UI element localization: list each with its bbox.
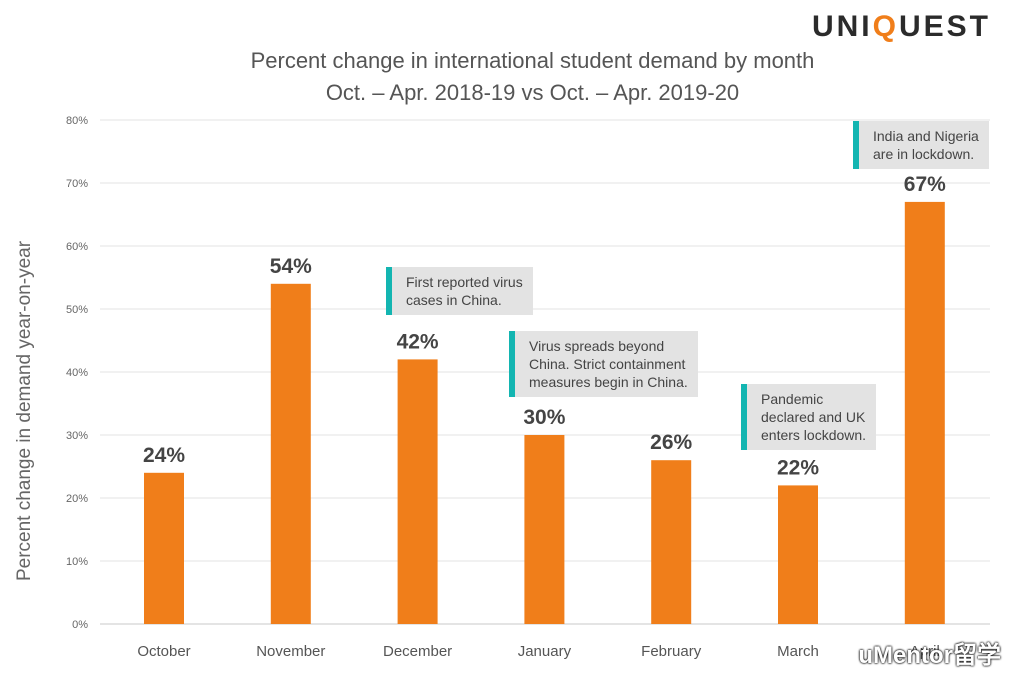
bar	[651, 460, 692, 624]
y-tick-label: 50%	[66, 304, 88, 316]
data-label: 24%	[143, 444, 185, 467]
y-tick-label: 60%	[66, 241, 88, 253]
bar	[144, 472, 184, 624]
bar	[904, 201, 945, 624]
annotation-line: India and Nigeria	[873, 128, 979, 144]
x-tick-label: October	[137, 643, 190, 660]
y-tick-label: 40%	[66, 367, 88, 379]
y-tick-label: 30%	[66, 430, 88, 442]
data-label: 67%	[904, 173, 946, 196]
bar	[270, 283, 311, 624]
x-tick-label: April	[910, 643, 940, 660]
annotation-december: First reported virus cases in China.	[386, 267, 533, 315]
annotation-line: cases in China.	[406, 292, 502, 308]
annotation-line: are in lockdown.	[873, 146, 975, 162]
annotation-line: China. Strict containment	[529, 356, 686, 372]
y-tick-label: 20%	[66, 493, 88, 505]
y-tick-label: 80%	[66, 115, 88, 127]
x-tick-label: March	[777, 643, 819, 660]
data-label: 26%	[650, 431, 692, 454]
watermark: uMentor留学	[858, 642, 1001, 669]
x-tick-label: December	[383, 643, 452, 660]
y-tick-label: 70%	[66, 178, 88, 190]
data-label: 22%	[777, 456, 819, 479]
annotation-line: First reported virus	[406, 274, 523, 290]
chart-title: Percent change in international student …	[250, 48, 815, 73]
annotation-april: India and Nigeria are in lockdown.	[853, 121, 989, 169]
annotation-line: declared and UK	[761, 409, 866, 425]
annotation-line: measures begin in China.	[529, 374, 688, 390]
bar	[778, 485, 818, 624]
annotation-line: Virus spreads beyond	[529, 338, 665, 354]
annotation-line: enters lockdown.	[761, 427, 867, 443]
x-tick-label: January	[518, 643, 572, 660]
chart-subtitle: Oct. – Apr. 2018-19 vs Oct. – Apr. 2019-…	[325, 80, 740, 105]
x-tick-label: February	[641, 643, 702, 660]
uniquest-logo: UNIQUEST	[811, 10, 991, 43]
bar	[524, 435, 565, 624]
annotation-line: Pandemic	[761, 391, 824, 407]
bar	[397, 359, 438, 624]
data-label: 30%	[523, 406, 565, 429]
x-tick-label: November	[256, 643, 325, 660]
y-tick-label: 10%	[66, 556, 88, 568]
data-label: 42%	[397, 330, 439, 353]
annotation-march: Pandemic declared and UK enters lockdown…	[741, 384, 877, 450]
annotation-january: Virus spreads beyond China. Strict conta…	[509, 331, 698, 397]
data-label: 54%	[270, 255, 312, 278]
y-tick-label: 0%	[72, 619, 88, 631]
